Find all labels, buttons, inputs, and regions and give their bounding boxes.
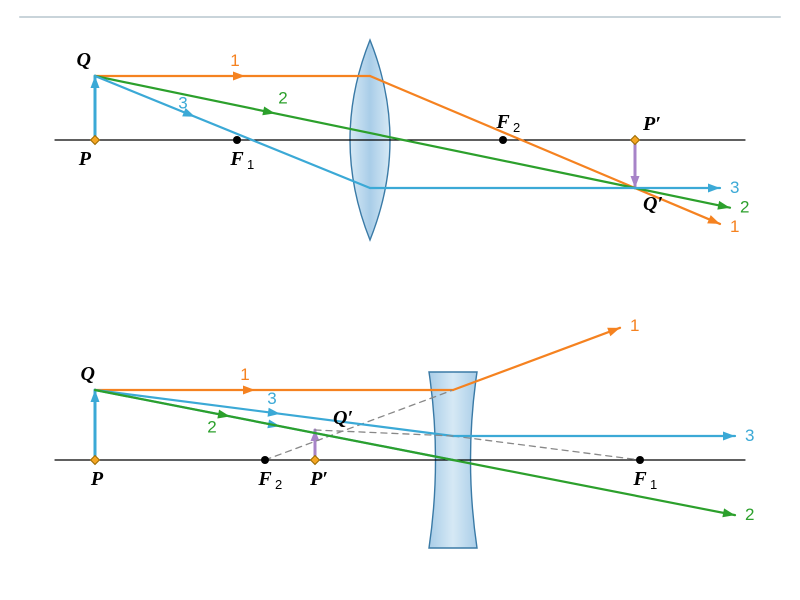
svg-text:1: 1 (230, 51, 239, 70)
svg-text:P: P (78, 148, 92, 170)
svg-text:F: F (495, 111, 510, 133)
svg-text:Q′: Q′ (333, 407, 353, 429)
svg-text:P: P (90, 468, 104, 490)
svg-text:2: 2 (513, 120, 520, 135)
svg-text:1: 1 (730, 217, 739, 236)
svg-text:3: 3 (730, 178, 739, 197)
svg-text:1: 1 (630, 316, 639, 335)
svg-text:3: 3 (178, 94, 187, 113)
svg-text:Q: Q (81, 363, 95, 385)
svg-text:Q′: Q′ (643, 193, 663, 215)
svg-text:1: 1 (247, 157, 254, 172)
svg-text:1: 1 (650, 477, 657, 492)
svg-text:2: 2 (275, 477, 282, 492)
svg-text:2: 2 (207, 417, 216, 436)
svg-text:Q: Q (77, 49, 91, 71)
svg-text:2: 2 (745, 505, 754, 524)
svg-text:P′: P′ (309, 468, 328, 490)
svg-text:F: F (257, 468, 272, 490)
svg-text:3: 3 (745, 426, 754, 445)
svg-text:F: F (229, 148, 244, 170)
svg-text:2: 2 (278, 88, 287, 107)
svg-text:P′: P′ (642, 113, 661, 135)
svg-text:1: 1 (240, 365, 249, 384)
diagram-converging (55, 40, 745, 240)
svg-text:3: 3 (267, 389, 276, 408)
diagram-diverging (55, 328, 745, 548)
svg-text:F: F (632, 468, 647, 490)
svg-text:2: 2 (740, 198, 749, 217)
